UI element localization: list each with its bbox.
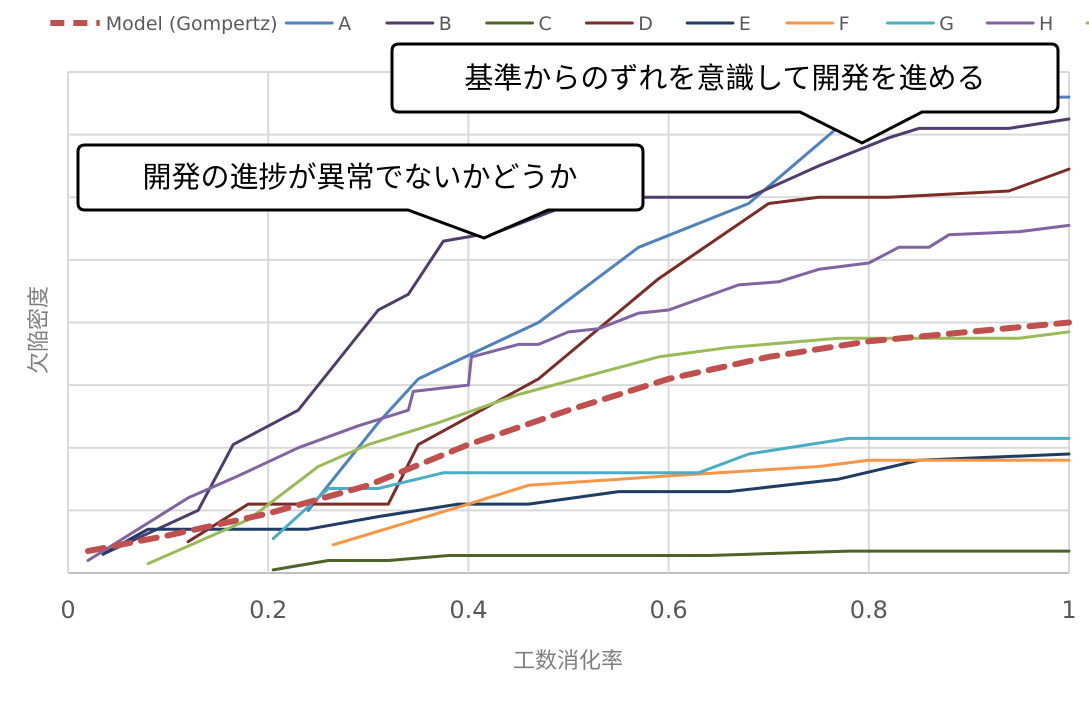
legend-label-f: F xyxy=(839,13,850,35)
x-axis-title: 工数消化率 xyxy=(513,649,623,674)
legend-label-model-gompertz: Model (Gompertz) xyxy=(106,13,278,35)
series-line-model-gompertz xyxy=(85,319,1072,555)
series-line-h xyxy=(86,223,1071,562)
x-tick-label: 0.6 xyxy=(650,596,688,624)
x-tick-label: 0 xyxy=(60,596,75,624)
series-line-g xyxy=(271,436,1071,541)
series-line-f xyxy=(331,458,1071,547)
legend: Model (Gompertz)ABCDEFGHI xyxy=(50,13,1089,35)
series-line-i xyxy=(146,330,1071,566)
callout-top-text: 基準からのずれを意識して開発を進める xyxy=(464,61,985,95)
legend-label-c: C xyxy=(539,13,552,35)
callout-left-bubble xyxy=(76,143,645,240)
callout-left: 開発の進捗が異常でないかどうか xyxy=(76,143,645,240)
legend-label-b: B xyxy=(439,13,452,35)
x-tick-labels: 0 0.2 0.4 0.6 0.8 1 xyxy=(60,596,1076,624)
legend-label-h: H xyxy=(1039,13,1053,35)
series-line-e xyxy=(101,452,1071,556)
legend-label-d: D xyxy=(638,13,653,35)
y-axis-title: 欠陥密度 xyxy=(27,286,52,374)
callout-left-text: 開発の進捗が異常でないかどうか xyxy=(142,160,577,194)
callout-top-bubble xyxy=(390,42,1060,145)
legend-label-a: A xyxy=(338,13,351,35)
x-tick-label: 0.2 xyxy=(249,596,287,624)
legend-label-e: E xyxy=(739,13,751,35)
x-tick-label: 0.8 xyxy=(850,596,888,624)
legend-label-g: G xyxy=(939,13,954,35)
series-line-c xyxy=(271,549,1071,572)
series-line-d xyxy=(186,167,1071,544)
callout-top: 基準からのずれを意識して開発を進める xyxy=(390,42,1060,145)
x-tick-label: 0.4 xyxy=(449,596,487,624)
x-tick-label: 1 xyxy=(1061,596,1076,624)
